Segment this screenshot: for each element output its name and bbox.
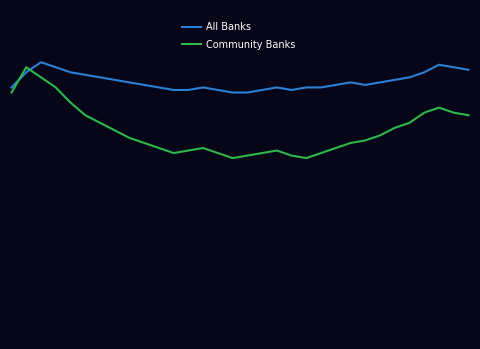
Community Banks <box>53 86 59 90</box>
All Banks <box>318 86 324 90</box>
All Banks <box>97 75 103 80</box>
Line: Community Banks: Community Banks <box>12 67 468 158</box>
Community Banks <box>421 111 427 115</box>
All Banks <box>127 80 132 84</box>
All Banks <box>377 80 383 84</box>
Community Banks <box>274 148 280 153</box>
Community Banks <box>348 141 353 145</box>
All Banks <box>83 73 88 77</box>
All Banks <box>186 88 192 92</box>
All Banks <box>421 70 427 74</box>
All Banks <box>392 78 397 82</box>
Community Banks <box>9 90 14 95</box>
All Banks <box>215 88 221 92</box>
All Banks <box>333 83 339 87</box>
Community Banks <box>333 146 339 150</box>
Community Banks <box>200 146 206 150</box>
Community Banks <box>127 136 132 140</box>
All Banks <box>68 70 73 74</box>
Community Banks <box>83 113 88 117</box>
Community Banks <box>244 154 250 158</box>
Community Banks <box>318 151 324 155</box>
All Banks <box>141 83 147 87</box>
All Banks <box>230 90 236 95</box>
Community Banks <box>259 151 265 155</box>
All Banks <box>436 62 442 67</box>
Community Banks <box>186 148 192 153</box>
All Banks <box>156 86 162 90</box>
Community Banks <box>466 113 471 117</box>
Legend: All Banks, Community Banks: All Banks, Community Banks <box>179 19 299 53</box>
Community Banks <box>24 65 29 69</box>
Community Banks <box>407 121 412 125</box>
Community Banks <box>303 156 309 160</box>
Community Banks <box>97 121 103 125</box>
Community Banks <box>156 146 162 150</box>
Community Banks <box>68 101 73 105</box>
Community Banks <box>288 154 294 158</box>
Community Banks <box>362 138 368 142</box>
All Banks <box>244 90 250 95</box>
All Banks <box>274 86 280 90</box>
All Banks <box>112 78 118 82</box>
All Banks <box>466 68 471 72</box>
All Banks <box>362 83 368 87</box>
All Banks <box>171 88 177 92</box>
Community Banks <box>230 156 236 160</box>
All Banks <box>9 86 14 90</box>
All Banks <box>38 60 44 64</box>
All Banks <box>348 80 353 84</box>
All Banks <box>53 65 59 69</box>
All Banks <box>24 70 29 74</box>
Community Banks <box>215 151 221 155</box>
All Banks <box>288 88 294 92</box>
All Banks <box>303 86 309 90</box>
Community Banks <box>377 133 383 138</box>
Line: All Banks: All Banks <box>12 62 468 92</box>
All Banks <box>407 75 412 80</box>
All Banks <box>200 86 206 90</box>
Community Banks <box>141 141 147 145</box>
Community Banks <box>436 105 442 110</box>
All Banks <box>451 65 456 69</box>
All Banks <box>259 88 265 92</box>
Community Banks <box>38 75 44 80</box>
Community Banks <box>392 126 397 130</box>
Community Banks <box>451 111 456 115</box>
Community Banks <box>171 151 177 155</box>
Community Banks <box>112 128 118 132</box>
